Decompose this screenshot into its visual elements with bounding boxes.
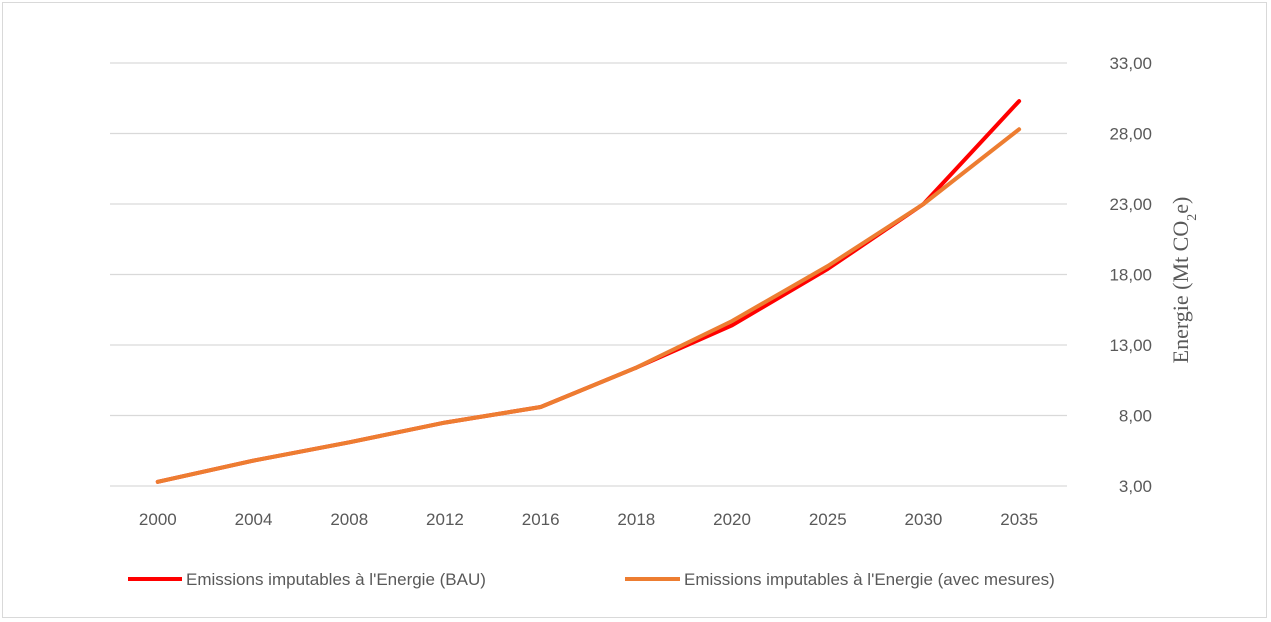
x-axis-ticks: 2000 2004 2008 2012 2016 2018 2020 2025 2030 2035 [139, 510, 1038, 529]
legend-label-bau: Emissions imputables à l'Energie (BAU) [186, 570, 486, 589]
x-tick-label: 2018 [617, 510, 655, 529]
x-tick-label: 2000 [139, 510, 177, 529]
y-tick-label: 23,00 [1109, 195, 1152, 214]
x-tick-label: 2008 [330, 510, 368, 529]
x-tick-label: 2025 [809, 510, 847, 529]
x-tick-label: 2035 [1000, 510, 1038, 529]
y-tick-label: 18,00 [1109, 266, 1152, 285]
x-tick-label: 2012 [426, 510, 464, 529]
y-tick-label: 3,00 [1119, 477, 1152, 496]
y-tick-label: 33,00 [1109, 54, 1152, 73]
y-tick-label: 28,00 [1109, 125, 1152, 144]
y-tick-label: 8,00 [1119, 407, 1152, 426]
x-tick-label: 2016 [522, 510, 560, 529]
series-line-bau [155, 99, 1022, 484]
data-series [155, 99, 1022, 484]
legend: Emissions imputables à l'Energie (BAU) E… [128, 570, 1055, 589]
series-line-mesures [155, 127, 1022, 484]
gridlines [110, 62, 1067, 487]
x-tick-label: 2004 [235, 510, 273, 529]
legend-label-mesures: Emissions imputables à l'Energie (avec m… [684, 570, 1055, 589]
y-tick-label: 13,00 [1109, 336, 1152, 355]
x-tick-label: 2030 [905, 510, 943, 529]
y-axis-label: Energie (Mt CO2e) [1168, 197, 1200, 364]
x-tick-label: 2020 [713, 510, 751, 529]
y-axis-ticks: 33,00 28,00 23,00 18,00 13,00 8,00 3,00 [1109, 54, 1152, 496]
